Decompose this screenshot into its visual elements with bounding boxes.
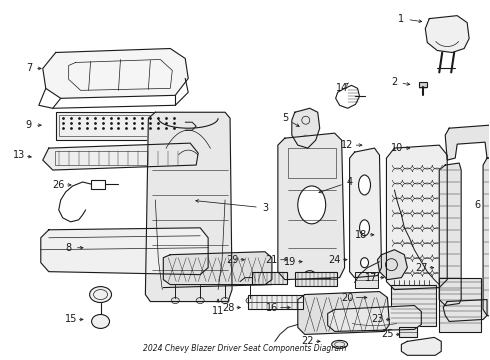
- Polygon shape: [292, 108, 319, 148]
- Text: 24: 24: [328, 255, 341, 265]
- Ellipse shape: [298, 186, 326, 224]
- Ellipse shape: [303, 271, 317, 285]
- Ellipse shape: [360, 220, 369, 236]
- Polygon shape: [401, 337, 441, 355]
- Bar: [355, 272, 378, 288]
- Polygon shape: [439, 163, 461, 306]
- Bar: [399, 328, 417, 337]
- Polygon shape: [298, 292, 390, 334]
- Ellipse shape: [332, 340, 347, 348]
- Text: 4: 4: [346, 177, 353, 187]
- Ellipse shape: [359, 175, 370, 195]
- Text: 22: 22: [301, 336, 314, 346]
- Polygon shape: [425, 15, 469, 53]
- Bar: [288, 148, 336, 178]
- Bar: [56, 112, 185, 140]
- Text: 2024 Chevy Blazer Driver Seat Components Diagram: 2024 Chevy Blazer Driver Seat Components…: [143, 344, 347, 353]
- Text: 29: 29: [226, 255, 238, 265]
- Ellipse shape: [92, 315, 110, 328]
- Bar: [439, 278, 481, 332]
- Bar: [252, 272, 287, 284]
- Bar: [59, 115, 180, 136]
- Text: 10: 10: [392, 143, 404, 153]
- Ellipse shape: [196, 298, 204, 303]
- Ellipse shape: [221, 298, 229, 303]
- Text: 5: 5: [282, 113, 288, 123]
- Bar: [295, 272, 337, 285]
- Text: 27: 27: [415, 263, 428, 273]
- Text: 6: 6: [474, 200, 480, 210]
- Bar: [419, 82, 427, 87]
- Ellipse shape: [90, 287, 112, 302]
- Bar: [392, 285, 436, 327]
- Polygon shape: [445, 125, 490, 160]
- Polygon shape: [377, 250, 407, 280]
- Text: 20: 20: [342, 293, 354, 302]
- Polygon shape: [483, 158, 490, 318]
- Polygon shape: [328, 306, 421, 332]
- Text: 23: 23: [371, 314, 384, 324]
- Text: 9: 9: [26, 120, 32, 130]
- Bar: [248, 294, 303, 309]
- Text: 26: 26: [52, 180, 65, 190]
- Text: 13: 13: [13, 150, 25, 160]
- Polygon shape: [146, 112, 232, 302]
- Polygon shape: [387, 145, 447, 289]
- Text: 28: 28: [222, 302, 234, 312]
- Polygon shape: [443, 300, 487, 321]
- Ellipse shape: [246, 298, 254, 303]
- Text: 25: 25: [381, 329, 393, 339]
- Polygon shape: [349, 148, 382, 278]
- Text: 11: 11: [212, 306, 224, 316]
- Bar: [55, 151, 190, 165]
- Text: 3: 3: [262, 203, 268, 213]
- Text: 19: 19: [284, 257, 296, 267]
- Ellipse shape: [361, 258, 368, 268]
- Bar: [91, 180, 104, 189]
- Polygon shape: [41, 228, 208, 275]
- Text: 1: 1: [398, 14, 404, 24]
- Text: 18: 18: [355, 230, 368, 240]
- Polygon shape: [43, 49, 188, 98]
- Polygon shape: [43, 143, 198, 170]
- Text: 17: 17: [366, 273, 378, 283]
- Text: 7: 7: [25, 63, 32, 73]
- Text: 14: 14: [336, 84, 348, 93]
- Polygon shape: [163, 252, 272, 285]
- Text: 2: 2: [392, 77, 397, 87]
- Text: 15: 15: [65, 314, 77, 324]
- Text: 16: 16: [266, 302, 278, 312]
- Ellipse shape: [172, 298, 179, 303]
- Text: 8: 8: [66, 243, 72, 253]
- Text: 21: 21: [266, 255, 278, 265]
- Text: 12: 12: [342, 140, 354, 150]
- Polygon shape: [278, 133, 344, 280]
